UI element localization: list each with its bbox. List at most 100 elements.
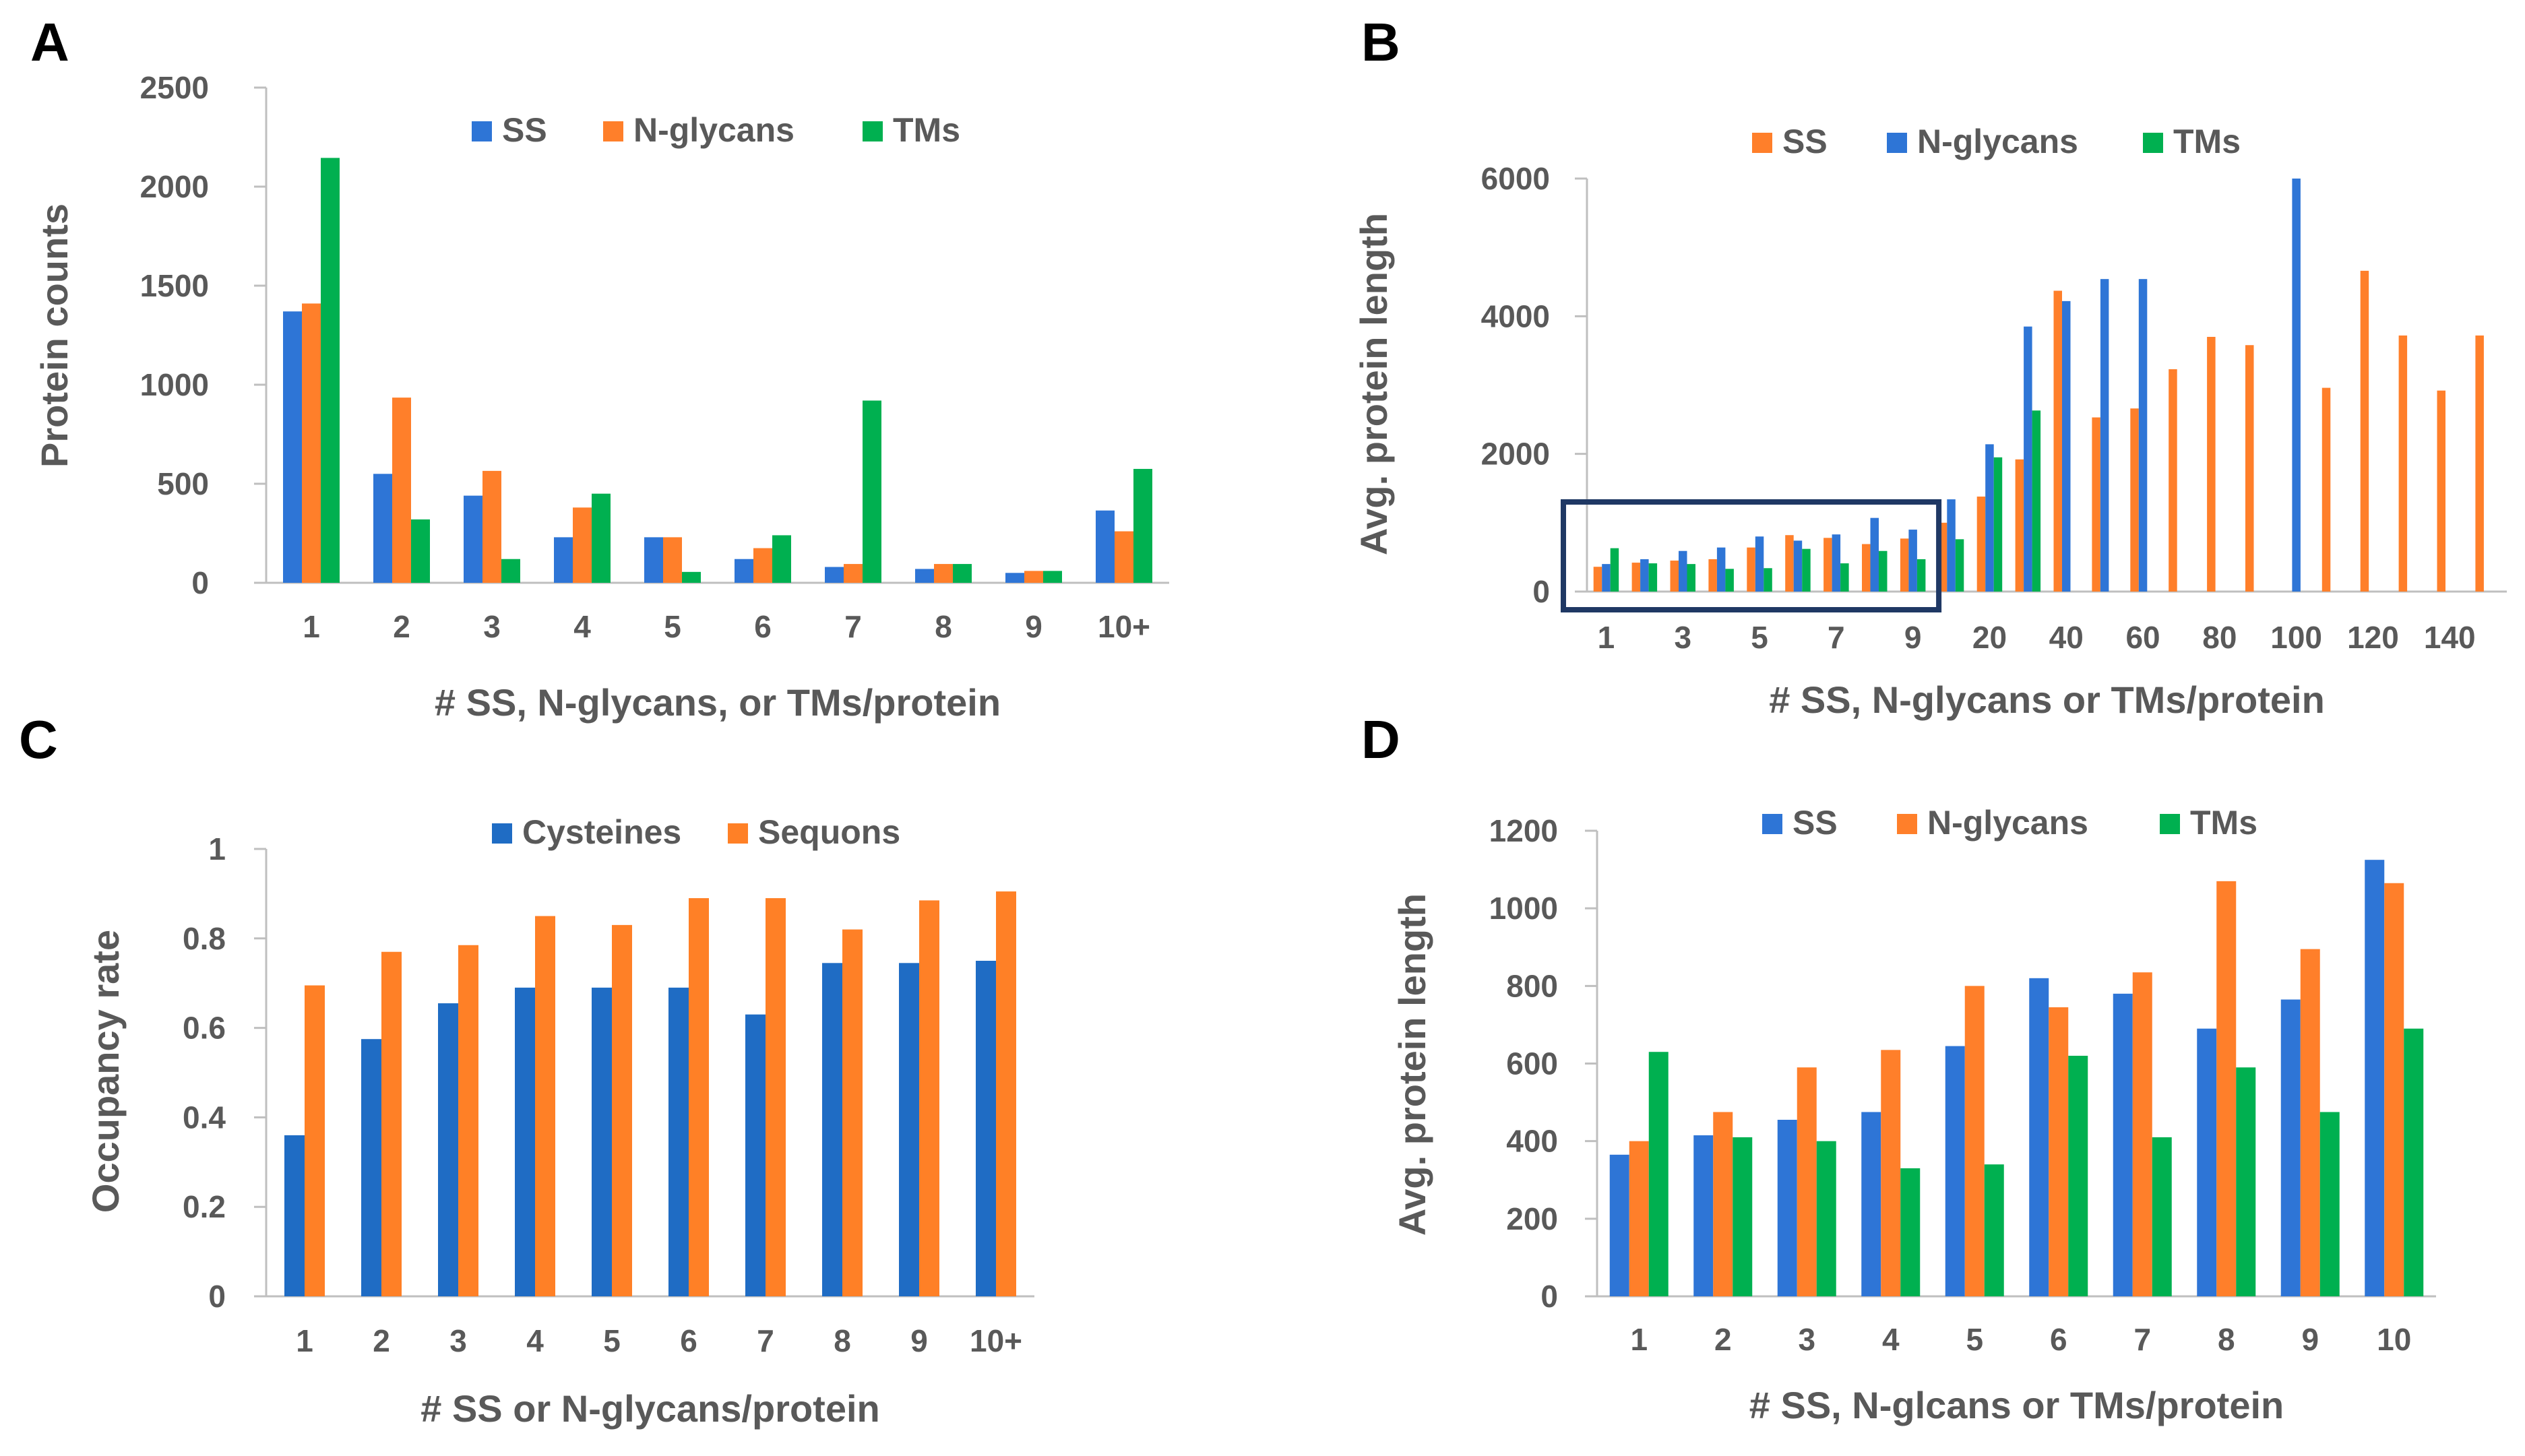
bar-n-glycans-5 [1964,986,1985,1296]
bar-ss-3 [1777,1119,1797,1296]
bar-tms-8 [2236,1067,2256,1296]
bar-n-glycans-2 [1640,559,1649,592]
x-tick-label: 120 [2347,620,2399,655]
bar-ss-30 [2015,459,2024,592]
y-tick-label: 1000 [1489,891,1558,926]
bar-cysteines-2 [361,1039,381,1296]
bar-tms-9 [1916,559,1926,592]
bar-ss-8 [2197,1028,2217,1296]
x-tick-label: 3 [1674,620,1691,655]
x-tick-label: 9 [1904,620,1922,655]
bar-ss-40 [2053,290,2062,592]
bar-sequons-9 [919,900,939,1296]
y-tick-label: 1500 [140,268,209,303]
bar-ss-6 [2029,978,2049,1296]
panel-letter: C [19,709,58,769]
legend-label-tms: TMs [2173,123,2241,160]
bar-sequons-5 [612,924,632,1296]
bar-n-glycans-8 [1870,517,1879,592]
bar-tms-10 [1133,468,1152,583]
x-tick-label: 5 [1966,1322,1983,1357]
x-tick-label: 140 [2424,620,2476,655]
bar-tms-6 [772,535,791,583]
y-tick-label: 200 [1506,1201,1558,1236]
bar-tms-2 [411,519,430,583]
bar-cysteines-3 [438,1003,458,1296]
bar-ss-3 [464,495,482,583]
bar-ss-1 [1609,1154,1629,1296]
bar-ss-7 [825,567,844,583]
bar-ss-20 [1976,497,1986,592]
legend-label-ss: SS [1793,804,1838,842]
bar-ss-120 [2360,270,2369,592]
bar-n-glycans-10 [1115,531,1133,583]
bar-ss-7 [1823,538,1832,592]
legend-swatch-tms [863,121,883,141]
bar-n-glycans-3 [1797,1067,1817,1296]
bar-sequons-8 [842,929,863,1296]
bar-tms-10 [1955,539,1964,592]
bar-n-glycans-10 [1947,499,1956,592]
panel-letter: A [30,12,69,72]
legend-swatch-ss [1762,814,1782,834]
bar-ss-5 [1747,547,1755,592]
x-tick-label: 7 [757,1323,774,1358]
bar-ss-6 [1785,535,1794,592]
legend-label-n-glycans: N-glycans [1927,804,2088,842]
bar-ss-130 [2398,335,2408,592]
bar-ss-9 [2280,999,2301,1296]
x-tick-label: 80 [2202,620,2237,655]
bar-n-glycans-60 [2138,279,2148,592]
bar-ss-80 [2207,336,2216,592]
x-tick-label: 4 [1882,1322,1900,1357]
bar-n-glycans-9 [1908,530,1917,592]
x-tick-label: 6 [680,1323,697,1358]
bar-cysteines-7 [745,1014,766,1296]
y-tick-label: 6000 [1481,161,1550,196]
highlight-box [1561,499,1942,612]
bar-tms-30 [2032,410,2041,592]
x-tick-label: 7 [844,609,862,644]
legend-swatch-n-glycans [603,121,623,141]
bar-n-glycans-5 [663,537,682,583]
x-tick-label: 9 [910,1323,928,1358]
bar-tms-20 [1993,457,2003,592]
bar-tms-2 [1733,1137,1753,1296]
panel-letter: D [1361,709,1400,769]
bar-cysteines-4 [515,987,535,1296]
bar-tms-5 [682,571,701,583]
x-tick-label: 10+ [1098,609,1150,644]
bar-n-glycans-3 [482,470,501,583]
x-tick-label: 3 [1798,1322,1815,1357]
bar-ss-8 [1862,544,1871,592]
y-tick-label: 2500 [140,70,209,105]
legend-label-cysteines: Cysteines [522,813,681,851]
y-tick-label: 0.2 [183,1189,226,1224]
x-tick-label: 9 [2301,1322,2319,1357]
bar-n-glycans-6 [753,548,772,583]
bar-n-glycans-20 [1985,444,1994,592]
bar-n-glycans-6 [1793,540,1803,592]
y-tick-label: 400 [1506,1124,1558,1159]
bar-cysteines-8 [822,963,842,1296]
x-tick-label: 40 [2049,620,2084,655]
y-tick-label: 0 [191,565,209,600]
bar-n-glycans-2 [392,398,411,583]
legend-swatch-tms [2143,133,2163,153]
bar-n-glycans-7 [1832,534,1841,592]
bar-ss-5 [644,537,663,583]
x-tick-label: 7 [2133,1322,2151,1357]
bar-ss-6 [735,559,753,583]
bar-n-glycans-8 [2216,881,2237,1296]
x-tick-label: 1 [303,609,320,644]
bar-n-glycans-7 [844,564,863,583]
legend-label-n-glycans: N-glycans [633,111,794,149]
bar-tms-7 [1840,563,1849,592]
x-tick-label: 1 [1598,620,1615,655]
x-tick-label: 8 [834,1323,851,1358]
bar-tms-9 [1043,571,1062,583]
x-tick-label: 4 [573,609,591,644]
y-tick-label: 0 [208,1279,226,1314]
x-axis-title: # SS, N-glcans or TMs/protein [1749,1384,2284,1426]
